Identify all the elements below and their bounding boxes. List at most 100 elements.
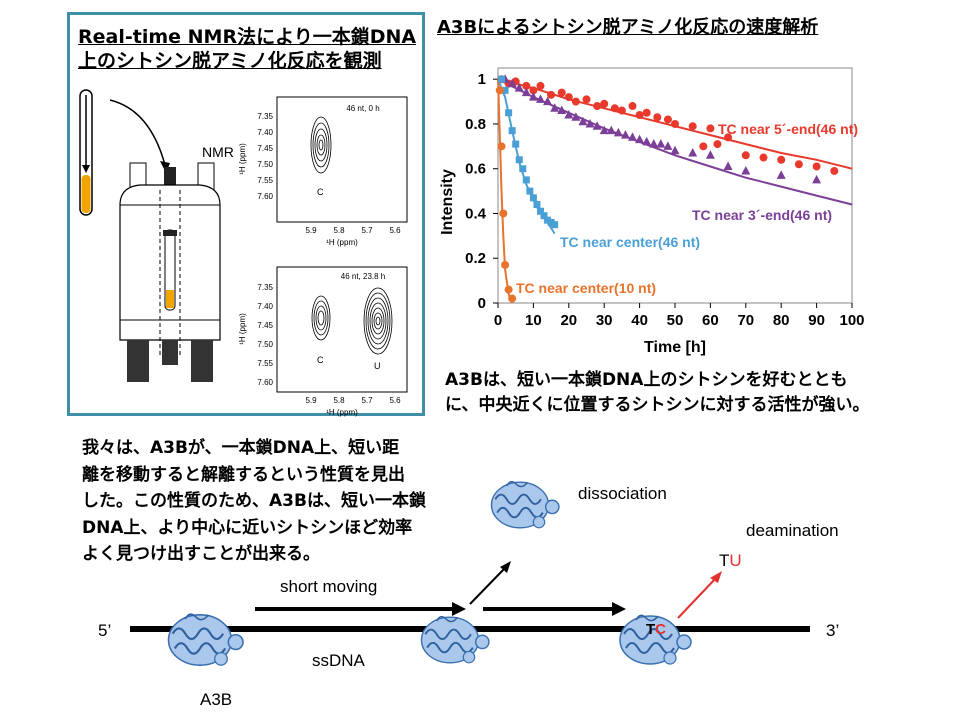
data-point	[670, 145, 680, 155]
three-prime-label: 3’	[826, 621, 839, 640]
data-point	[501, 86, 509, 94]
data-point	[514, 83, 524, 92]
legend-center46: TC near center(46 nt)	[560, 234, 700, 250]
data-point	[593, 102, 602, 111]
x-tick-label: 50	[667, 312, 684, 329]
conclusion-line1: A3Bは、短い一本鎖DNA上のシトシンを好むととも	[445, 370, 848, 390]
y-tick-label: 0.6	[465, 161, 486, 178]
data-point	[501, 260, 510, 269]
data-point	[599, 125, 609, 135]
top-yaxis-label: ¹H (ppm)	[238, 143, 247, 175]
data-point	[499, 209, 508, 218]
data-point	[536, 207, 544, 215]
finding-text: 我々は、A3Bが、一本鎖DNA上、短い距 離を移動すると解離するという性質を見出…	[82, 435, 426, 568]
data-point	[505, 109, 513, 117]
x-tick-label: 10	[525, 312, 542, 329]
data-point	[812, 174, 822, 184]
bottom-xtick: 5.8	[333, 396, 345, 405]
y-tick-label: 0	[478, 295, 486, 312]
deamination-label: deamination	[746, 521, 839, 540]
bottom-ytick: 7.45	[257, 321, 273, 330]
dissociation-label: dissociation	[578, 484, 667, 503]
top-xtick: 5.6	[389, 226, 401, 235]
bottom-ytick: 7.60	[257, 378, 273, 387]
bottom-ytick: 7.40	[257, 302, 273, 311]
spectrum-top-peak-c: C	[317, 187, 324, 197]
data-point	[812, 162, 821, 171]
data-point	[557, 88, 566, 97]
data-point	[550, 103, 560, 112]
data-point	[497, 142, 506, 151]
top-ytick: 7.60	[257, 192, 273, 201]
nmr-spectrometer-drawing: NMR	[79, 89, 234, 382]
finding-line: 我々は、A3Bが、一本鎖DNA上、短い距	[82, 438, 400, 458]
five-prime-label: 5’	[98, 621, 111, 640]
short-moving-label: short moving	[280, 577, 377, 596]
spectrum-bottom: 46 nt, 23.8 h C U 7.35 7.40 7.45 7.50 7.…	[238, 266, 408, 417]
data-point	[663, 141, 673, 150]
spectrum-top-label: 46 nt, 0 h	[346, 104, 379, 113]
finding-line: DNA上、より中心に近いシトシンほど効率	[82, 517, 413, 538]
data-point	[526, 187, 534, 195]
top-xtick: 5.7	[361, 226, 373, 235]
top-xaxis-label: ¹H (ppm)	[326, 238, 358, 247]
data-point	[547, 90, 556, 99]
data-point	[635, 134, 645, 144]
data-point	[617, 106, 626, 115]
conclusion-text: A3Bは、短い一本鎖DNA上のシトシンを好むととも に、中央近くに位置するシトシ…	[445, 368, 870, 418]
bottom-yaxis-label: ¹H (ppm)	[238, 313, 247, 345]
spectrum-bottom-contours	[311, 287, 393, 355]
rate-analysis-title: A3Bによるシトシン脱アミノ化反応の速度解析	[437, 17, 819, 38]
data-point	[535, 94, 545, 103]
data-point	[688, 122, 697, 131]
data-point	[508, 127, 516, 135]
data-point	[564, 110, 574, 119]
tu-label: TU	[719, 551, 742, 570]
top-xtick: 5.8	[333, 226, 345, 235]
bottom-xtick: 5.9	[305, 396, 317, 405]
bottom-ytick: 7.50	[257, 340, 273, 349]
data-point	[498, 75, 506, 83]
data-point	[578, 116, 588, 126]
data-point	[600, 99, 609, 108]
data-point	[699, 142, 708, 151]
data-point	[529, 86, 538, 95]
legend-3prime: TC near 3´-end(46 nt)	[692, 207, 832, 223]
deamination-arrow	[710, 571, 722, 583]
legend-center10: TC near center(10 nt)	[516, 280, 656, 296]
top-ytick: 7.35	[257, 112, 273, 121]
x-tick-label: 90	[808, 312, 825, 329]
data-point	[642, 108, 651, 117]
y-tick-label: 1	[478, 71, 486, 88]
data-point	[521, 87, 531, 97]
data-point	[544, 216, 552, 224]
a3b-protein-icon	[420, 615, 490, 664]
data-point	[540, 212, 548, 220]
sample-tube-icon	[79, 89, 93, 216]
data-point	[620, 130, 630, 139]
bottom-xtick: 5.7	[361, 396, 373, 405]
data-point	[656, 139, 666, 148]
data-point	[671, 119, 679, 128]
data-point	[533, 201, 541, 209]
data-point	[705, 150, 715, 159]
data-point	[663, 115, 672, 124]
data-point	[507, 78, 517, 88]
y-tick-label: 0.2	[465, 250, 486, 267]
a3b-protein-icon	[167, 613, 245, 667]
top-ytick: 7.50	[257, 160, 273, 169]
data-point	[551, 221, 559, 229]
magnet-icon	[119, 162, 221, 382]
a3b-protein-icon	[490, 480, 560, 529]
data-point	[547, 218, 555, 226]
finding-line: した。この性質のため、A3Bは、短い一本鎖	[82, 491, 426, 511]
data-point	[713, 140, 722, 149]
data-point	[613, 127, 623, 137]
data-point	[794, 160, 803, 169]
spectrum-bottom-label: 46 nt, 23.8 h	[341, 272, 385, 281]
data-point	[522, 176, 530, 184]
data-point	[582, 95, 591, 104]
data-point	[741, 165, 751, 175]
data-point	[777, 155, 786, 164]
